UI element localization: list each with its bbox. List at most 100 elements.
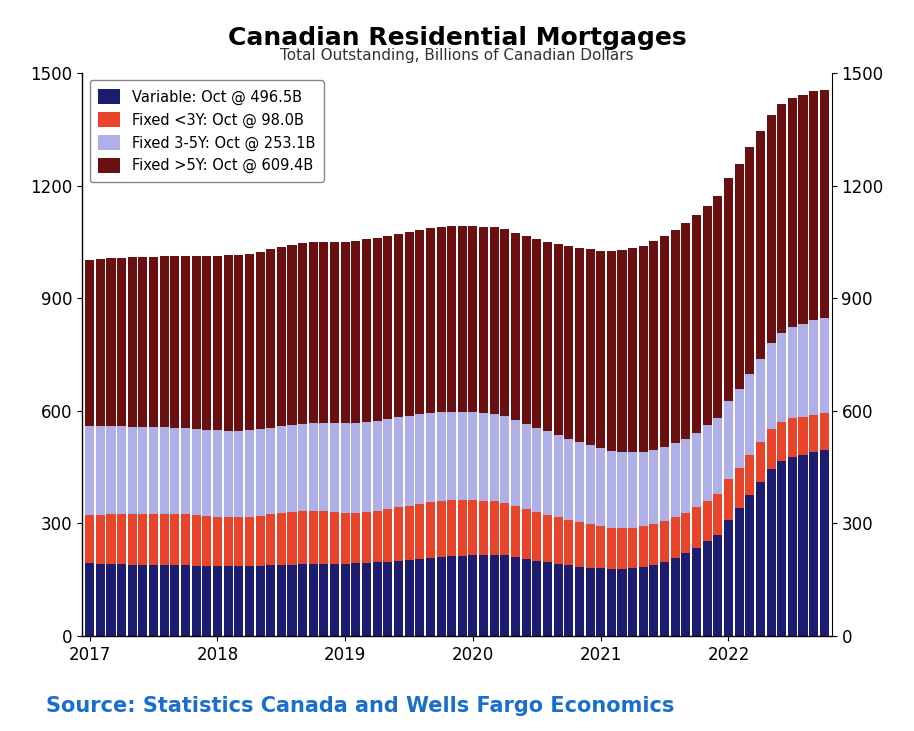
Bar — [703, 425, 712, 501]
Bar — [788, 327, 797, 418]
Text: Total Outstanding, Billions of Canadian Dollars: Total Outstanding, Billions of Canadian … — [281, 48, 633, 63]
Bar — [426, 228, 435, 413]
Bar — [96, 515, 105, 564]
Bar — [117, 426, 126, 515]
Bar — [490, 227, 499, 414]
Bar — [458, 500, 467, 556]
Bar — [383, 561, 392, 636]
Bar — [405, 232, 414, 416]
Bar — [288, 425, 296, 512]
Bar — [564, 565, 573, 636]
Text: Source: Statistics Canada and Wells Fargo Economics: Source: Statistics Canada and Wells Farg… — [46, 697, 675, 716]
Bar — [809, 452, 818, 636]
Bar — [469, 555, 477, 636]
Bar — [469, 500, 477, 555]
Bar — [351, 240, 360, 423]
Bar — [756, 131, 765, 359]
Bar — [309, 243, 318, 423]
Bar — [106, 426, 115, 515]
Bar — [213, 256, 222, 431]
Bar — [511, 506, 520, 557]
Bar — [245, 517, 254, 567]
Bar — [447, 412, 456, 500]
Bar — [319, 242, 328, 423]
Bar — [820, 90, 829, 318]
Bar — [479, 555, 488, 636]
Bar — [532, 428, 541, 512]
Bar — [777, 422, 786, 461]
Bar — [234, 517, 243, 567]
Bar — [298, 423, 307, 512]
Bar — [213, 431, 222, 517]
Bar — [735, 508, 744, 636]
Bar — [596, 448, 605, 526]
Bar — [373, 238, 382, 420]
Bar — [554, 564, 563, 636]
Bar — [575, 442, 584, 522]
Bar — [745, 496, 754, 636]
Bar — [543, 515, 552, 562]
Bar — [458, 226, 467, 412]
Bar — [277, 247, 286, 426]
Bar — [447, 556, 456, 636]
Bar — [522, 424, 531, 509]
Bar — [245, 567, 254, 636]
Bar — [799, 324, 808, 417]
Bar — [394, 507, 403, 561]
Bar — [106, 515, 115, 564]
Bar — [202, 567, 211, 636]
Bar — [500, 503, 509, 556]
Bar — [681, 223, 690, 439]
Bar — [745, 455, 754, 496]
Bar — [309, 564, 318, 636]
Bar — [266, 515, 275, 565]
Bar — [628, 528, 637, 569]
Bar — [586, 568, 595, 636]
Bar — [756, 359, 765, 442]
Bar — [160, 565, 169, 636]
Bar — [330, 423, 339, 512]
Bar — [447, 226, 456, 412]
Bar — [681, 513, 690, 553]
Bar — [692, 433, 701, 507]
Bar — [437, 557, 445, 636]
Bar — [351, 423, 360, 512]
Bar — [213, 517, 222, 567]
Bar — [373, 562, 382, 636]
Bar — [788, 418, 797, 458]
Bar — [426, 413, 435, 502]
Bar — [628, 452, 637, 528]
Bar — [522, 236, 531, 424]
Bar — [777, 105, 786, 333]
Bar — [234, 431, 243, 517]
Bar — [85, 426, 94, 515]
Bar — [128, 257, 137, 427]
Bar — [618, 528, 626, 569]
Bar — [618, 452, 626, 528]
Bar — [298, 512, 307, 564]
Bar — [319, 512, 328, 564]
Bar — [511, 557, 520, 636]
Bar — [160, 514, 169, 565]
Bar — [224, 431, 233, 517]
Bar — [809, 91, 818, 320]
Bar — [128, 515, 137, 564]
Bar — [745, 374, 754, 455]
Bar — [426, 502, 435, 558]
Text: Canadian Residential Mortgages: Canadian Residential Mortgages — [228, 26, 686, 50]
Bar — [138, 564, 147, 636]
Bar — [724, 520, 733, 636]
Bar — [703, 206, 712, 425]
Bar — [266, 249, 275, 428]
Bar — [586, 524, 595, 568]
Bar — [500, 556, 509, 636]
Bar — [234, 254, 243, 431]
Bar — [564, 439, 573, 520]
Bar — [256, 566, 264, 636]
Bar — [511, 420, 520, 506]
Bar — [564, 246, 573, 439]
Bar — [469, 226, 477, 412]
Bar — [713, 196, 722, 417]
Bar — [319, 423, 328, 512]
Bar — [394, 561, 403, 636]
